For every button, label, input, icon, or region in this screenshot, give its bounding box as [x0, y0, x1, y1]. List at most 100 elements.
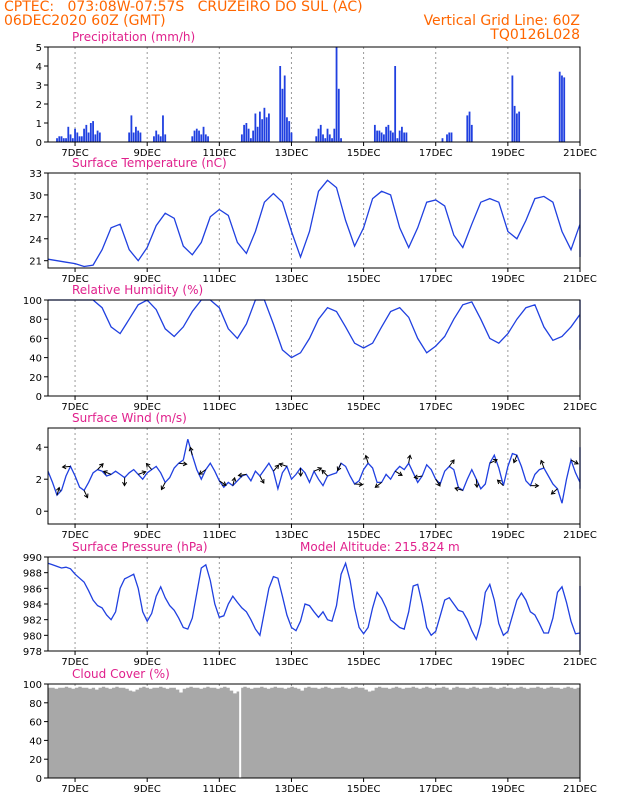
precip-bar — [130, 115, 133, 142]
wind-arrow-head — [336, 466, 342, 472]
rh-xtick-label: 13DEC — [275, 402, 309, 413]
precip-bar — [191, 136, 194, 142]
precip-xtick-label: 9DEC — [133, 148, 160, 159]
precip-bar — [58, 136, 61, 142]
precip-xtick-label: 21DEC — [563, 148, 597, 159]
precip-bar — [94, 134, 97, 142]
precip-bar — [71, 138, 74, 142]
pressure-series-line — [47, 561, 581, 651]
precip-bar — [80, 136, 83, 142]
wind-arrow-shaft — [137, 471, 146, 475]
precip-bar — [198, 130, 200, 142]
wind-arrow-head — [364, 454, 370, 460]
wind-arrow-head — [145, 462, 151, 468]
precip-bar — [290, 132, 293, 142]
precip-ytick-label: 2 — [36, 100, 42, 111]
pressure-frame — [47, 556, 581, 652]
precip-bar — [265, 117, 268, 142]
wind-arrow-head — [160, 485, 166, 491]
temp-xtick-label: 9DEC — [133, 274, 160, 285]
rh-xtick-label: 21DEC — [563, 402, 597, 413]
wind-ytick-label: 0 — [36, 507, 42, 518]
vertical-grid-info: Vertical Grid Line: 60Z — [423, 13, 580, 29]
precip-bar — [193, 130, 196, 142]
pressure-ytick-label: 988 — [23, 569, 42, 580]
precip-bar — [331, 138, 333, 142]
temp-xtick-label: 19DEC — [491, 274, 525, 285]
wind-arrow-head — [278, 462, 284, 468]
wind-arrow-head — [260, 478, 265, 484]
wind-arrow-head — [188, 446, 194, 452]
precip-bar — [515, 113, 518, 142]
wind-arrow-shaft — [279, 463, 288, 467]
temp-xtick-label: 13DEC — [275, 274, 309, 285]
pressure-xtick-label: 9DEC — [133, 657, 160, 668]
precip-bar — [378, 130, 381, 142]
rh-series-line — [48, 299, 581, 359]
precip-bar — [319, 124, 322, 142]
wind-arrow-shaft — [513, 455, 518, 463]
wind-arrow-head — [474, 483, 480, 489]
wind-arrow-head — [182, 461, 188, 467]
precip-bar — [249, 138, 252, 142]
wind-arrow-head — [413, 474, 419, 480]
wind-arrow-shaft — [103, 470, 112, 475]
cloud-xtick-label: 9DEC — [133, 784, 160, 795]
precip-bar — [340, 138, 342, 142]
precip-bar — [389, 130, 392, 142]
precip-ytick-label: 0 — [36, 138, 42, 149]
wind-arrow-shaft — [56, 487, 60, 496]
wind-arrow-head — [550, 490, 556, 495]
precip-bar — [450, 132, 453, 142]
wind-arrow-shaft — [375, 482, 382, 488]
cloud-ytick-label: 0 — [36, 774, 42, 785]
cloud-ytick-label: 40 — [29, 736, 42, 747]
wind-arrow-head — [450, 459, 455, 465]
pressure-ytick-label: 984 — [23, 600, 42, 611]
cloud-xtick-label: 21DEC — [563, 784, 597, 795]
chart-header: CPTEC: 073:08W-07:57S CRUZEIRO DO SUL (A… — [0, 0, 618, 44]
precip-bar — [446, 134, 448, 142]
temp-xtick-label: 17DEC — [419, 274, 453, 285]
precip-ytick-label: 3 — [36, 81, 42, 92]
precip-bar — [139, 132, 142, 142]
precip-bar — [518, 111, 521, 142]
precip-bar — [258, 111, 261, 142]
precip-bar — [204, 134, 207, 142]
precip-bar — [89, 123, 92, 142]
cloud-panel — [44, 683, 581, 782]
rh-title: Relative Humidity (%) — [72, 283, 203, 297]
wind-arrow-shaft — [475, 479, 478, 488]
precip-panel — [44, 46, 581, 146]
precip-xtick-label: 17DEC — [419, 148, 453, 159]
cloud-frame — [47, 683, 581, 779]
precip-bar — [202, 126, 205, 142]
wind-xtick-label: 7DEC — [61, 530, 88, 541]
temp-ytick-label: 21 — [29, 257, 42, 268]
cloud-title: Cloud Cover (%) — [72, 667, 170, 681]
wind-arrow-head — [358, 481, 364, 487]
cloud-xtick-label: 15DEC — [347, 784, 381, 795]
precip-bar — [385, 126, 388, 142]
precip-bar — [511, 75, 514, 142]
precip-bar — [322, 134, 324, 142]
precip-title: Precipitation (mm/h) — [72, 30, 195, 44]
precip-bar — [396, 138, 399, 142]
rh-ytick-label: 20 — [29, 373, 42, 384]
precip-bar — [87, 132, 90, 142]
temp-series-line — [47, 179, 581, 268]
precip-bar — [558, 71, 561, 142]
precip-bar — [263, 107, 266, 142]
precip-ytick-label: 1 — [36, 119, 42, 130]
precip-bar — [333, 128, 336, 142]
temp-title: Surface Temperature (nC) — [72, 156, 227, 170]
wind-arrow-head — [221, 481, 227, 486]
cloud-ytick-label: 60 — [29, 718, 42, 729]
precip-bar — [561, 75, 563, 142]
wind-arrow-shaft — [489, 459, 498, 464]
precip-bar — [98, 132, 101, 142]
wind-ytick-label: 2 — [36, 475, 42, 486]
precip-bar — [252, 130, 255, 142]
rh-panel — [44, 299, 581, 400]
